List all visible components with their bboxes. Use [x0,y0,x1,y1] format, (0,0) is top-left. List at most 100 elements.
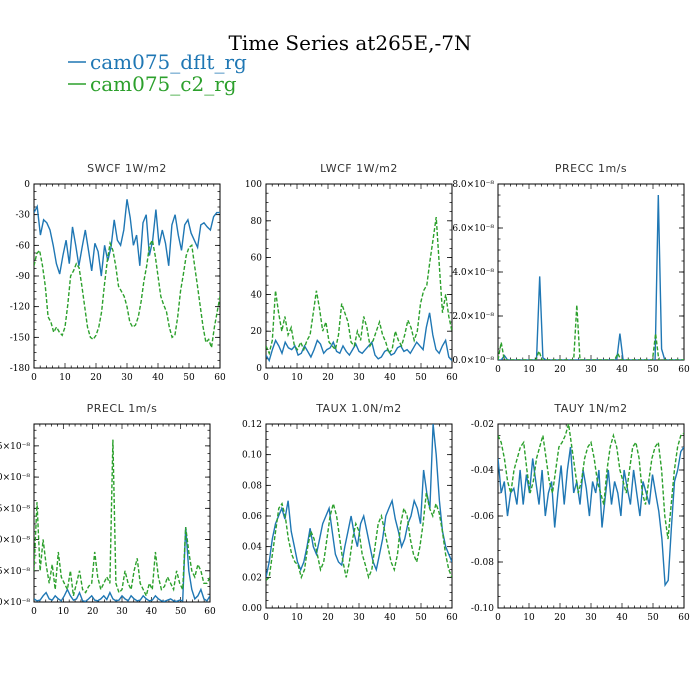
y-tick-label: 0.0×10⁻⁸ [0,598,30,608]
y-tick-label: -180 [10,364,30,374]
plot-frame [265,423,453,609]
x-tick-label: 0 [263,373,269,383]
x-tick-label: 60 [446,373,458,383]
x-tick-label: 30 [585,613,597,623]
y-tick-label: 20 [251,327,263,337]
y-tick-label: -90 [16,272,31,282]
y-tick-label: 2.0×10⁻⁸ [0,473,30,483]
x-tick-label: 50 [647,613,659,623]
y-tick-label: -150 [10,333,30,343]
x-tick-label: 40 [616,365,628,375]
x-tick-label: 0 [263,613,269,623]
x-tick-label: 10 [59,373,71,383]
x-tick-label: 0 [495,613,501,623]
panel-title: PRECL 1m/s [87,402,158,415]
y-tick-label: 0 [256,364,262,374]
y-tick-label: 0.5×10⁻⁸ [0,567,30,577]
panel-title: LWCF 1W/m2 [320,162,398,175]
panel-title: SWCF 1W/m2 [87,162,167,175]
y-tick-label: 1.0×10⁻⁸ [0,536,30,546]
y-tick-label: 2.5×10⁻⁸ [0,442,30,452]
x-tick-label: 30 [116,607,128,617]
series-line-c2 [34,238,220,348]
series-line-c2 [266,217,452,356]
x-tick-label: 60 [678,613,690,623]
series-line-c2 [498,424,684,540]
x-tick-label: 60 [204,607,216,617]
panel-title: PRECC 1m/s [555,162,627,175]
x-tick-label: 60 [678,365,690,375]
panels: SWCF 1W/m2 0 10 20 30 40 50 60 -180 -150 -120 -90 -6… [0,162,690,623]
y-tick-label: -0.02 [471,420,494,430]
x-tick-label: 20 [90,373,102,383]
panel-title: TAUX 1.0N/m2 [315,402,402,415]
y-tick-label: -0.06 [471,512,494,522]
x-tick-label: 50 [183,373,195,383]
x-tick-label: 20 [87,607,99,617]
series-line-dflt [34,527,210,602]
panel-4: TAUX 1.0N/m2 0 10 20 30 40 50 60 0.00 0.02 0.04 0.0… [242,402,458,623]
x-tick-label: 0 [31,373,37,383]
y-tick-label: 0.02 [242,573,262,583]
x-tick-label: 60 [214,373,226,383]
plot-frame [497,423,685,609]
panel-3: PRECL 1m/s 0 10 20 30 40 50 60 0.0×10⁻⁸ 0.5×10⁻⁸ 1… [0,402,216,617]
y-tick-label: 80 [251,217,263,227]
y-tick-label: 100 [245,180,262,190]
y-tick-label: 0.06 [242,512,262,522]
panel-2: PRECC 1m/s 0 10 20 30 40 50 60 0.0×10⁻⁸ 2.0×10⁻⁸ 4… [452,162,690,375]
x-tick-label: 50 [175,607,187,617]
x-tick-label: 10 [291,613,303,623]
y-tick-label: 4.0×10⁻⁸ [452,268,494,278]
panel-5: TAUY 1N/m2 0 10 20 30 40 50 60 -0.10 -0.08 -0.06 -0… [471,402,690,623]
legend-label-dflt: cam075_dflt_rg [90,50,247,74]
x-tick-label: 60 [446,613,458,623]
legend-label-c2: cam075_c2_rg [90,72,237,96]
series-line-dflt [498,446,684,588]
y-tick-label: 6.0×10⁻⁸ [452,224,494,234]
y-tick-label: 0.08 [242,481,262,491]
panel-1: LWCF 1W/m2 0 10 20 30 40 50 60 0 20 40 60 80 100 [245,162,458,383]
y-tick-label: 8.0×10⁻⁸ [452,180,494,190]
y-tick-label: 1.5×10⁻⁸ [0,504,30,514]
legend: cam075_dflt_rg cam075_c2_rg [68,50,247,96]
panel-title: TAUY 1N/m2 [553,402,627,415]
x-tick-label: 20 [322,373,334,383]
y-tick-label: -0.10 [471,604,494,614]
y-tick-label: -0.04 [471,466,494,476]
y-tick-label: -120 [10,303,30,313]
x-tick-label: 50 [415,613,427,623]
figure-title: Time Series at265E,-7N [229,31,472,55]
x-tick-label: 0 [495,365,501,375]
y-tick-label: 40 [251,290,263,300]
plot-frame [33,183,221,369]
x-tick-label: 40 [384,613,396,623]
y-tick-label: 0.00 [242,604,262,614]
y-tick-label: 0.12 [242,420,262,430]
x-tick-label: 10 [58,607,70,617]
y-tick-label: 0.0×10⁻⁸ [452,356,494,366]
series-line-dflt [34,199,220,277]
y-tick-label: 0.10 [242,451,262,461]
x-tick-label: 40 [616,613,628,623]
series-line-c2 [498,304,684,360]
x-tick-label: 20 [322,613,334,623]
series-line-c2 [34,439,210,598]
x-tick-label: 40 [384,373,396,383]
y-tick-label: -30 [16,211,31,221]
x-tick-label: 10 [523,365,535,375]
y-tick-label: 0.04 [242,543,262,553]
y-tick-label: 2.0×10⁻⁸ [452,312,494,322]
x-tick-label: 30 [353,373,365,383]
x-tick-label: 40 [146,607,158,617]
y-tick-label: 0 [24,180,30,190]
x-tick-label: 50 [415,373,427,383]
x-tick-label: 30 [353,613,365,623]
x-tick-label: 30 [585,365,597,375]
x-tick-label: 10 [523,613,535,623]
x-tick-label: 20 [554,365,566,375]
x-tick-label: 50 [647,365,659,375]
panel-0: SWCF 1W/m2 0 10 20 30 40 50 60 -180 -150 -120 -90 -6… [10,162,226,383]
x-tick-label: 0 [31,607,37,617]
